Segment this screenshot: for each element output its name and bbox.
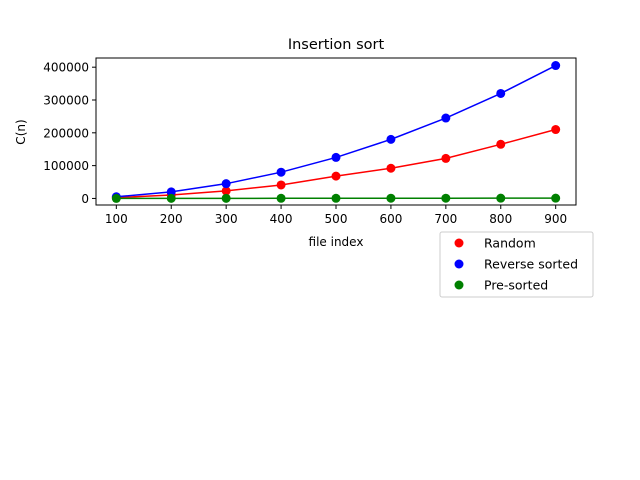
series-reverse-sorted <box>111 61 561 202</box>
data-point-random <box>221 186 231 196</box>
x-tick-label: 300 <box>215 212 238 226</box>
data-point-pre-sorted <box>386 193 396 203</box>
y-axis-label: C(n) <box>14 119 28 144</box>
data-point-pre-sorted <box>111 193 121 203</box>
chart-title: Insertion sort <box>288 37 385 53</box>
legend-label: Reverse sorted <box>484 257 578 272</box>
y-tick-label: 200000 <box>43 126 89 140</box>
data-point-reverse-sorted <box>551 61 561 71</box>
x-axis-label: file index <box>309 235 364 249</box>
legend-label: Pre-sorted <box>484 278 548 293</box>
data-point-reverse-sorted <box>166 187 176 197</box>
x-tick-label: 100 <box>105 212 128 226</box>
y-tick-label: 100000 <box>43 159 89 173</box>
legend-box <box>439 231 594 298</box>
legend-item-reverse-sorted: Reverse sorted <box>454 257 578 272</box>
data-point-random <box>496 139 506 149</box>
data-point-random <box>331 171 341 181</box>
x-tick-label: 500 <box>325 212 348 226</box>
data-point-random <box>276 180 286 190</box>
data-point-reverse-sorted <box>221 179 231 189</box>
legend: Random Reverse sorted Pre-sorted <box>439 231 594 298</box>
legend-marker <box>454 259 464 269</box>
y-axis: 0 100000 200000 300000 400000 <box>43 61 96 206</box>
x-tick-label: 600 <box>379 212 402 226</box>
x-tick-label: 200 <box>160 212 183 226</box>
data-point-pre-sorted <box>166 193 176 203</box>
y-tick-label: 300000 <box>43 94 89 108</box>
x-tick-label: 700 <box>434 212 457 226</box>
series-layer <box>111 61 561 203</box>
data-point-pre-sorted <box>551 193 561 203</box>
data-point-reverse-sorted <box>441 113 451 123</box>
legend-label: Random <box>484 236 536 251</box>
data-point-random <box>441 153 451 163</box>
y-tick-label: 400000 <box>43 61 89 75</box>
x-tick-label: 900 <box>544 212 567 226</box>
data-point-reverse-sorted <box>386 134 396 144</box>
data-point-reverse-sorted <box>331 152 341 162</box>
data-point-random <box>551 125 561 135</box>
data-point-pre-sorted <box>441 193 451 203</box>
data-point-reverse-sorted <box>496 88 506 98</box>
legend-marker <box>454 238 464 248</box>
y-tick-label: 0 <box>81 192 89 206</box>
series-pre-sorted <box>111 193 561 203</box>
data-point-pre-sorted <box>331 193 341 203</box>
legend-item-random: Random <box>454 236 536 251</box>
x-tick-label: 400 <box>270 212 293 226</box>
data-point-reverse-sorted <box>276 167 286 177</box>
legend-entries: Random Reverse sorted Pre-sorted <box>454 236 578 293</box>
legend-marker <box>454 280 464 290</box>
data-point-pre-sorted <box>221 193 231 203</box>
legend-item-pre-sorted: Pre-sorted <box>454 278 548 293</box>
data-point-pre-sorted <box>496 193 506 203</box>
x-tick-label: 800 <box>489 212 512 226</box>
x-axis: 100 200 300 400 500 600 700 800 900 <box>105 205 567 226</box>
data-point-random <box>386 163 396 173</box>
data-point-pre-sorted <box>276 193 286 203</box>
